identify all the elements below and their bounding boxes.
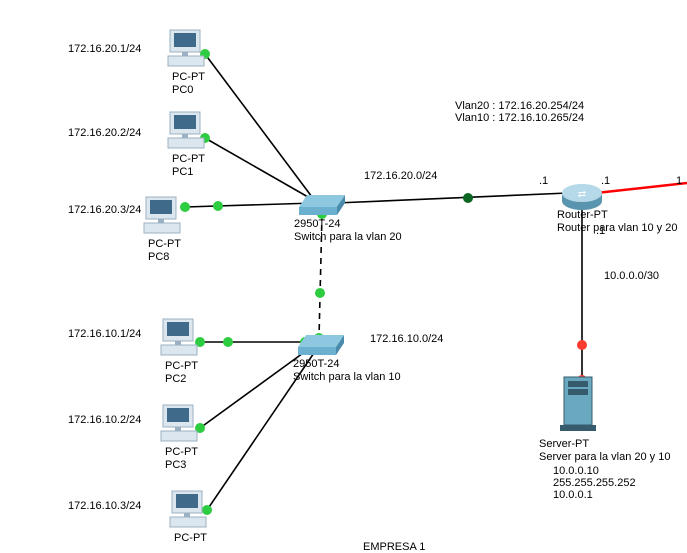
svg-text:PC-PTPC3: PC-PTPC3 [165, 446, 198, 471]
switch-icon[interactable] [299, 195, 345, 215]
edge-partial: 1 [676, 175, 682, 187]
wan-label: 10.0.0.0/30 [604, 270, 659, 282]
svg-text:Router-PTRouter para vlan 10 y: Router-PTRouter para vlan 10 y 20 [557, 209, 677, 234]
svg-text:172.16.10.3/24: 172.16.10.3/24 [68, 500, 141, 512]
pc-icon[interactable] [161, 319, 197, 355]
router-int-right: .1 [601, 175, 610, 187]
server-ip-info: 10.0.0.10 255.255.255.252 10.0.0.1 [553, 465, 636, 501]
svg-text:172.16.10.1/24: 172.16.10.1/24 [68, 328, 141, 340]
switch-icon[interactable] [298, 335, 344, 355]
net10-label: 172.16.10.0/24 [370, 333, 443, 345]
empresa-label: EMPRESA 1 [363, 541, 425, 553]
router-icon[interactable]: ⇄ [562, 184, 602, 210]
pc-icon[interactable] [170, 491, 206, 527]
router-int-left: .1 [539, 175, 548, 187]
svg-text:2950T-24Switch para la vlan 20: 2950T-24Switch para la vlan 20 [294, 218, 402, 243]
pc-icon[interactable] [161, 405, 197, 441]
svg-text:PC-PTPC2: PC-PTPC2 [165, 360, 198, 385]
svg-text:⇄: ⇄ [578, 189, 586, 200]
svg-text:172.16.20.2/24: 172.16.20.2/24 [68, 127, 141, 139]
net20-label: 172.16.20.0/24 [364, 170, 437, 182]
svg-text:PC-PT: PC-PT [174, 532, 207, 544]
svg-text:2950T-24Switch para la vlan 10: 2950T-24Switch para la vlan 10 [293, 358, 401, 383]
svg-text:172.16.20.3/24: 172.16.20.3/24 [68, 204, 141, 216]
pc-icon[interactable] [168, 30, 204, 66]
svg-text:PC-PTPC8: PC-PTPC8 [148, 238, 181, 263]
svg-text:172.16.20.1/24: 172.16.20.1/24 [68, 43, 141, 55]
pc-icon[interactable] [168, 112, 204, 148]
svg-text:Server-PTServer para la vlan 2: Server-PTServer para la vlan 20 y 10 [539, 438, 670, 463]
svg-text:PC-PTPC0: PC-PTPC0 [172, 71, 205, 96]
server-icon[interactable] [560, 377, 596, 431]
router-int-down: .1 [596, 225, 605, 237]
pc-icon[interactable] [144, 197, 180, 233]
svg-text:PC-PTPC1: PC-PTPC1 [172, 153, 205, 178]
vlan-gateway-info: Vlan20 : 172.16.20.254/24 Vlan10 : 172.1… [455, 100, 584, 124]
svg-text:172.16.10.2/24: 172.16.10.2/24 [68, 414, 141, 426]
